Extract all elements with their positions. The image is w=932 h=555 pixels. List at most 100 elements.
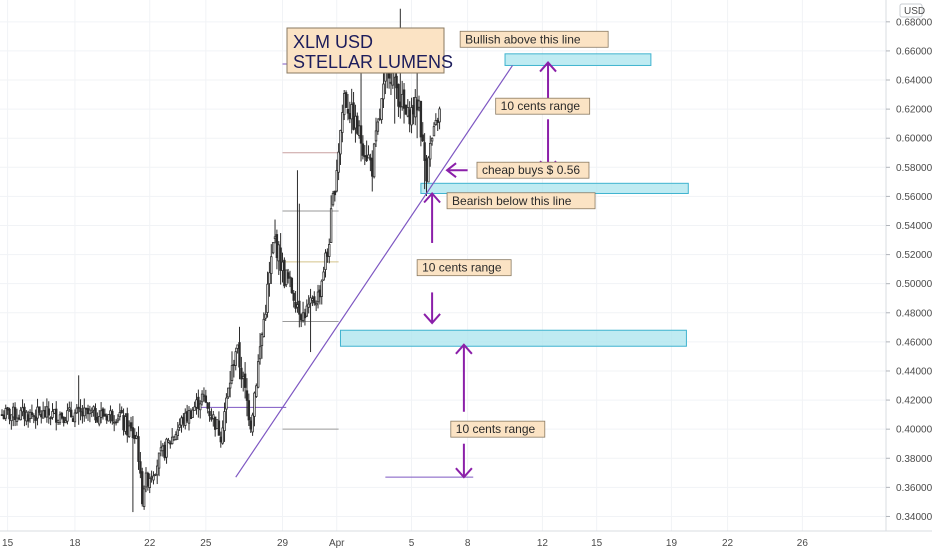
- candle: [285, 269, 288, 288]
- candle-body: [137, 436, 140, 462]
- candle-body: [376, 121, 380, 132]
- annotation[interactable]: cheap buys $ 0.56: [476, 161, 590, 179]
- candle-body: [180, 417, 183, 426]
- candle-body: [286, 272, 290, 279]
- annotation-text: 10 cents range: [422, 261, 502, 275]
- candle-body: [337, 151, 340, 173]
- candle: [367, 145, 370, 159]
- candle-body: [361, 143, 365, 156]
- annotation-box: [476, 161, 590, 179]
- candle-body: [417, 100, 421, 108]
- candle-body: [12, 406, 15, 418]
- candle-body: [199, 403, 202, 411]
- candle: [51, 403, 54, 420]
- candle-body: [365, 155, 368, 161]
- candle-body: [313, 296, 316, 304]
- candle: [142, 485, 146, 510]
- annotation-box: [495, 97, 591, 115]
- arrow-down-lower[interactable]: [455, 443, 473, 479]
- mid-support-zone[interactable]: [420, 182, 689, 194]
- grid-layer: [0, 0, 886, 531]
- time-tick-label: 15: [591, 538, 603, 549]
- candle-body: [371, 157, 374, 177]
- candle-body: [367, 154, 370, 159]
- arrow-head: [455, 467, 473, 479]
- arrow-head: [445, 162, 457, 179]
- candle-body: [69, 409, 73, 418]
- candle: [77, 375, 80, 425]
- candle-body: [285, 269, 288, 286]
- candle-body: [326, 251, 329, 257]
- candle: [101, 407, 105, 420]
- ascending-trendline[interactable]: [235, 65, 514, 478]
- arrow-down-mid[interactable]: [423, 292, 441, 325]
- candle-body: [221, 427, 224, 444]
- candle: [221, 420, 224, 445]
- candle: [15, 408, 19, 426]
- upper-resistance-zone[interactable]: [504, 53, 652, 66]
- candle-body: [429, 142, 432, 160]
- candle: [215, 419, 219, 429]
- candle-body: [107, 414, 110, 422]
- candle-body: [17, 417, 21, 420]
- candle: [255, 383, 258, 398]
- candle-body: [206, 402, 209, 409]
- chart-title: XLM USD: [293, 32, 373, 52]
- time-axis[interactable]: 15 18 22 25 29 Apr 5 8 12 15 19 22 26: [0, 530, 932, 549]
- lower-support-zone[interactable]: [339, 329, 687, 347]
- candle-body: [333, 190, 337, 196]
- candle: [68, 401, 71, 412]
- candle: [427, 155, 430, 183]
- candle: [118, 403, 122, 421]
- candle-body: [318, 289, 322, 298]
- annotation[interactable]: 10 cents range: [495, 97, 591, 115]
- candle: [208, 402, 211, 422]
- candle-body: [83, 407, 86, 417]
- candle-body: [247, 400, 251, 421]
- candle-body: [159, 447, 163, 452]
- candle-body: [60, 412, 64, 419]
- candle-body: [174, 434, 178, 440]
- candle-body: [256, 361, 260, 388]
- candle-body: [299, 314, 303, 321]
- candle-body: [419, 100, 423, 138]
- arrow-left-cheap-buys[interactable]: [445, 162, 468, 179]
- candle-body: [303, 312, 307, 319]
- candle: [111, 409, 114, 425]
- arrow-up-lower[interactable]: [455, 343, 473, 412]
- annotation[interactable]: 10 cents range: [416, 259, 512, 277]
- candle-body: [176, 429, 179, 436]
- time-tick-label: 15: [2, 538, 14, 549]
- candle: [178, 418, 181, 431]
- candle-body: [81, 411, 84, 417]
- candle: [290, 276, 294, 294]
- candle: [305, 299, 309, 318]
- annotation-box: [446, 192, 596, 210]
- candle-body: [197, 396, 200, 410]
- candle-body: [208, 411, 211, 417]
- candle: [197, 389, 200, 418]
- candle: [271, 242, 275, 255]
- candle-body: [90, 410, 93, 414]
- candle-body: [270, 256, 273, 274]
- candle-body: [240, 367, 243, 380]
- arrow-up-mid[interactable]: [423, 191, 441, 243]
- candle: [247, 393, 251, 427]
- candle: [322, 266, 325, 281]
- candle-body: [397, 83, 400, 107]
- candle: [243, 362, 247, 399]
- annotation[interactable]: Bullish above this line: [459, 30, 609, 48]
- candle-body: [182, 416, 185, 424]
- candle-body: [412, 104, 415, 115]
- candle-body: [436, 119, 439, 123]
- annotation-text: 10 cents range: [456, 422, 536, 436]
- annotation[interactable]: Bearish below this line: [446, 192, 596, 210]
- candle-body: [170, 436, 174, 445]
- candle: [176, 422, 179, 440]
- annotation[interactable]: 10 cents range: [450, 420, 546, 438]
- candle-body: [406, 107, 409, 117]
